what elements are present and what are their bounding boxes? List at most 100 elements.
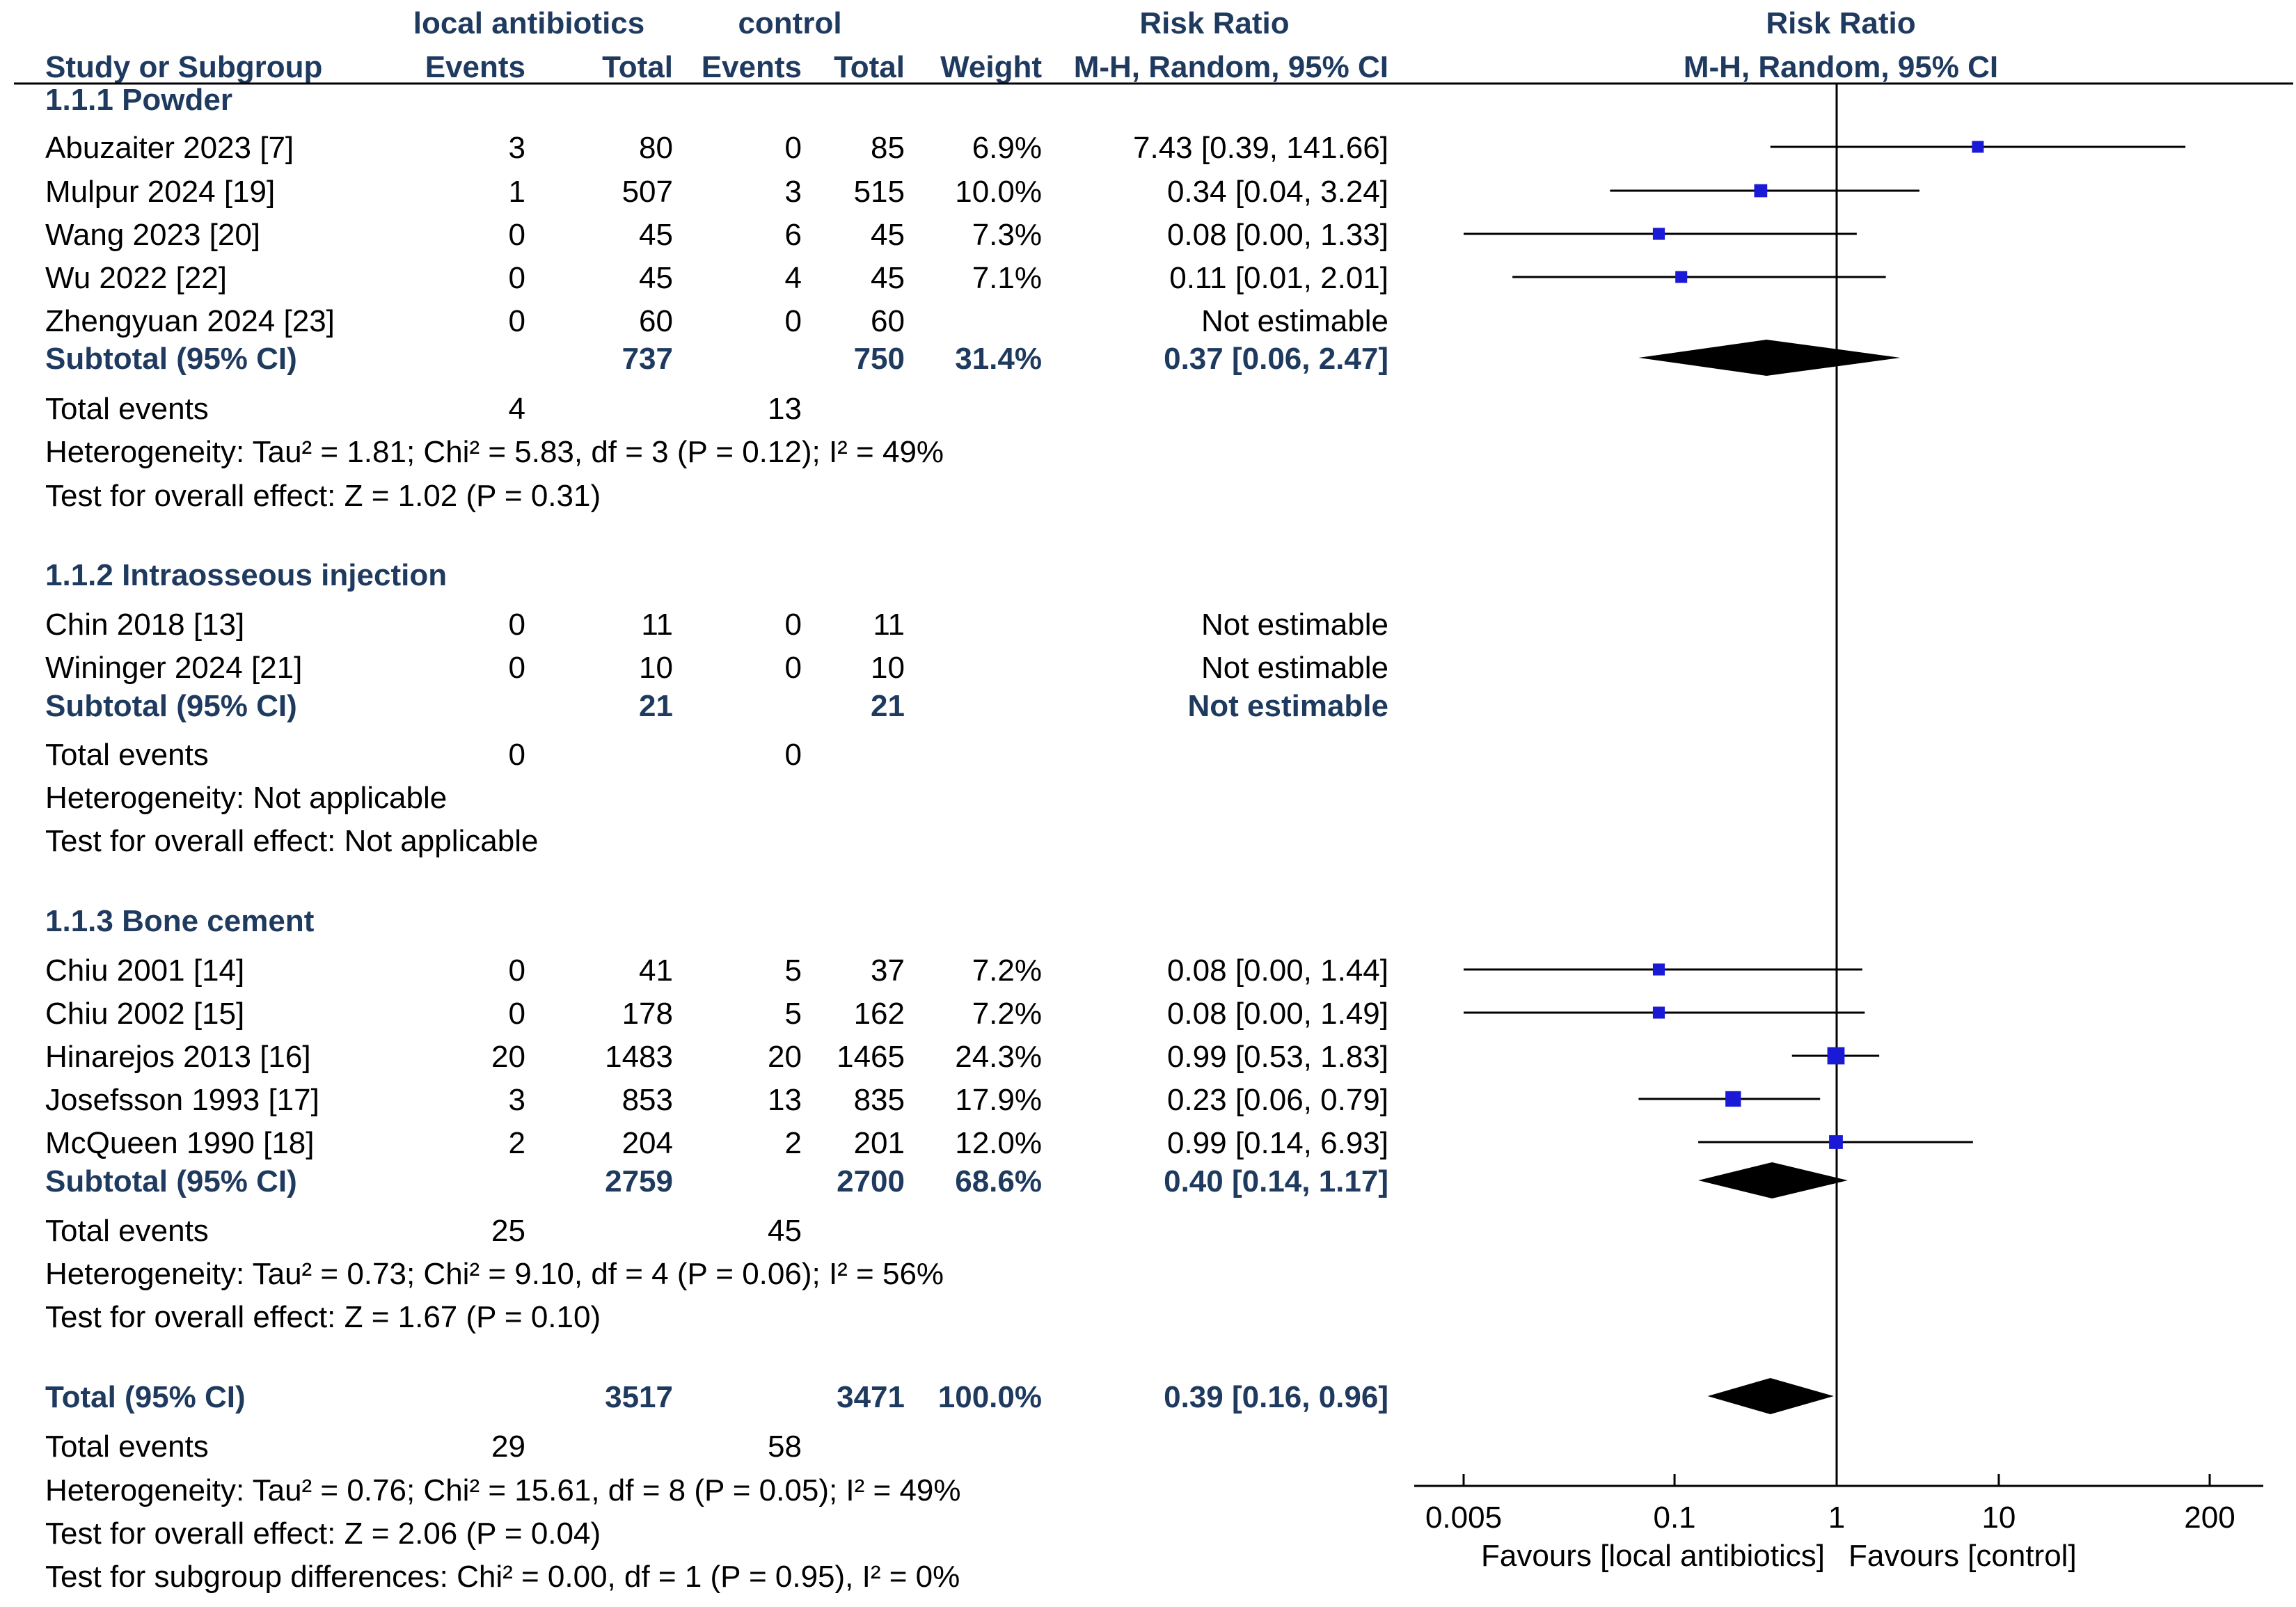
events-e1: 4: [509, 392, 525, 426]
events-e1: 0: [509, 738, 525, 772]
subtotal-n2: 3471: [837, 1380, 905, 1414]
note-label: Heterogeneity: Not applicable: [45, 781, 447, 815]
header-weight: Weight: [940, 50, 1042, 84]
x-axis-ticks: 0.005 0.1 1 10 200: [1425, 1474, 2235, 1535]
x-tick-label: 0.005: [1425, 1501, 1502, 1535]
study-ci: 0.08 [0.00, 1.33]: [1167, 218, 1388, 252]
events-label: Total events: [45, 738, 209, 772]
subtotal-n1: 21: [639, 689, 673, 723]
study-label: Wininger 2024 [21]: [45, 651, 302, 685]
study-n2: 11: [873, 608, 905, 642]
subtotal-label: Total (95% CI): [45, 1380, 246, 1414]
subtotal-label: Subtotal (95% CI): [45, 1164, 297, 1198]
point-estimate: [1972, 141, 1984, 153]
subtotal-ci: 0.37 [0.06, 2.47]: [1164, 342, 1388, 376]
note-label: Heterogeneity: Tau² = 1.81; Chi² = 5.83,…: [45, 435, 944, 469]
study-n1: 45: [639, 218, 673, 252]
study-ci: 0.11 [0.01, 2.01]: [1169, 261, 1388, 295]
study-label: Josefsson 1993 [17]: [45, 1083, 319, 1117]
favours-left-label: Favours [local antibiotics]: [1481, 1539, 1825, 1573]
study-e1: 0: [509, 608, 525, 642]
study-e1: 1: [509, 175, 525, 209]
study-e2: 3: [785, 175, 802, 209]
point-estimate: [1754, 184, 1768, 198]
header-total2: Total: [834, 50, 905, 84]
events-e2: 13: [768, 392, 802, 426]
ci-marks: [1464, 141, 2186, 1414]
study-e2: 6: [785, 218, 802, 252]
x-tick-label: 0.1: [1653, 1501, 1695, 1535]
study-ci: 0.08 [0.00, 1.44]: [1167, 953, 1388, 988]
study-e1: 2: [509, 1126, 525, 1160]
study-ci: 0.99 [0.53, 1.83]: [1167, 1040, 1388, 1074]
note-label: Test for overall effect: Z = 2.06 (P = 0…: [45, 1517, 601, 1551]
note-label: Test for overall effect: Z = 1.67 (P = 0…: [45, 1300, 601, 1334]
study-n1: 45: [639, 261, 673, 295]
subtotal-n1: 737: [622, 342, 673, 376]
group-label: 1.1.3 Bone cement: [45, 904, 315, 938]
study-n1: 178: [622, 997, 673, 1031]
note-label: Test for subgroup differences: Chi² = 0.…: [45, 1560, 960, 1594]
study-w: 17.9%: [955, 1083, 1042, 1117]
study-label: Abuzaiter 2023 [7]: [45, 131, 294, 165]
study-n2: 60: [871, 304, 905, 338]
point-estimate: [1827, 1047, 1845, 1065]
events-label: Total events: [45, 1430, 209, 1464]
subtotal-label: Subtotal (95% CI): [45, 342, 297, 376]
study-n1: 10: [639, 651, 673, 685]
study-w: 7.2%: [972, 997, 1042, 1031]
study-e1: 3: [509, 131, 525, 165]
study-e2: 0: [785, 651, 802, 685]
events-e2: 58: [768, 1430, 802, 1464]
subtotal-n1: 2759: [605, 1164, 673, 1198]
events-label: Total events: [45, 1214, 209, 1248]
study-e2: 5: [785, 997, 802, 1031]
study-e1: 0: [509, 651, 525, 685]
study-n1: 507: [622, 175, 673, 209]
study-e2: 0: [785, 608, 802, 642]
study-w: 6.9%: [972, 131, 1042, 165]
study-ci: 0.34 [0.04, 3.24]: [1167, 175, 1388, 209]
header-events1: Events: [425, 50, 525, 84]
subtotal-w: 68.6%: [955, 1164, 1042, 1198]
study-ci: Not estimable: [1201, 608, 1388, 642]
study-n2: 515: [854, 175, 905, 209]
study-n2: 1465: [837, 1040, 905, 1074]
study-label: Chiu 2002 [15]: [45, 997, 244, 1031]
x-tick-label: 200: [2184, 1501, 2235, 1535]
group-label: 1.1.2 Intraosseous injection: [45, 558, 447, 592]
study-n2: 85: [871, 131, 905, 165]
events-label: Total events: [45, 392, 209, 426]
header-group1: local antibiotics: [413, 6, 645, 40]
study-n2: 835: [854, 1083, 905, 1117]
study-e1: 0: [509, 997, 525, 1031]
header-method-right: M-H, Random, 95% CI: [1684, 50, 1998, 84]
subtotal-label: Subtotal (95% CI): [45, 689, 297, 723]
study-n1: 853: [622, 1083, 673, 1117]
point-estimate: [1652, 963, 1665, 976]
subtotal-ci: 0.40 [0.14, 1.17]: [1164, 1164, 1388, 1198]
header-risk-ratio-left: Risk Ratio: [1139, 6, 1289, 40]
forest-plot-area: 0.005 0.1 1 10 200 Favours [local antibiotic…: [1414, 84, 2263, 1573]
study-n1: 204: [622, 1126, 673, 1160]
study-w: 10.0%: [955, 175, 1042, 209]
study-e2: 20: [768, 1040, 802, 1074]
pooled-diamond: [1698, 1162, 1848, 1198]
table-rows: 1.1.1 Powder Abuzaiter 2023 [7] 3 80 0 85 6.9%…: [45, 83, 1388, 1594]
point-estimate: [1829, 1135, 1843, 1149]
note-label: Heterogeneity: Tau² = 0.73; Chi² = 9.10,…: [45, 1257, 944, 1291]
point-estimate: [1652, 228, 1665, 240]
study-w: 7.1%: [972, 261, 1042, 295]
subtotal-n2: 21: [871, 689, 905, 723]
note-label: Test for overall effect: Z = 1.02 (P = 0…: [45, 479, 601, 513]
study-ci: 7.43 [0.39, 141.66]: [1133, 131, 1388, 165]
study-e2: 4: [785, 261, 802, 295]
events-e1: 29: [491, 1430, 525, 1464]
group-label: 1.1.1 Powder: [45, 83, 232, 117]
study-e2: 2: [785, 1126, 802, 1160]
study-e2: 0: [785, 131, 802, 165]
study-w: 7.2%: [972, 953, 1042, 988]
events-e1: 25: [491, 1214, 525, 1248]
